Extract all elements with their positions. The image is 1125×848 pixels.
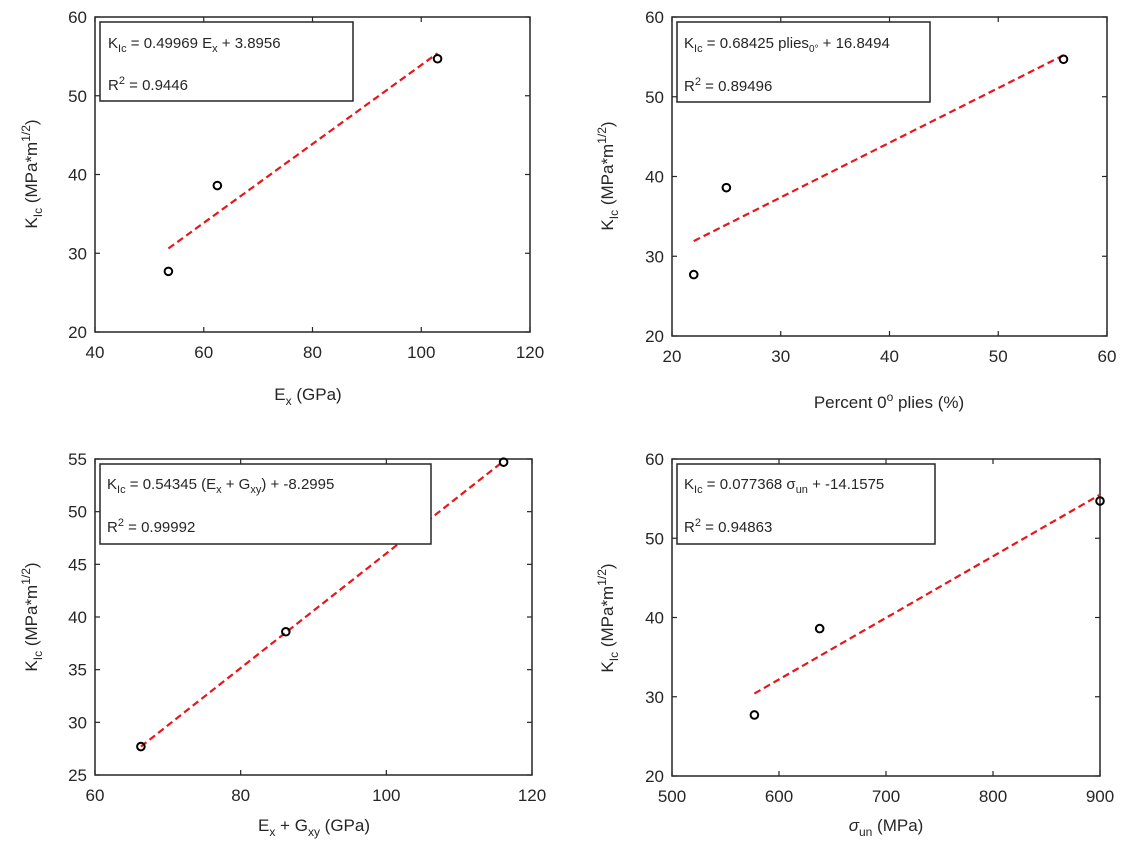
data-point (688, 269, 699, 280)
data-points-group (688, 54, 1069, 280)
r-squared-line: R2 = 0.99992 (107, 517, 195, 536)
x-tick-label: 600 (765, 787, 793, 806)
data-point (1095, 496, 1105, 506)
data-point (749, 710, 760, 720)
equation-box: KIc = 0.49969 Ex + 3.8956 R2 = 0.9446 (99, 21, 354, 102)
data-point (1058, 54, 1069, 65)
panel-ex-gxy: 60 80 100 120 25 30 35 40 45 50 55 KIc = 0.54345 … (19, 450, 546, 839)
data-point (498, 457, 509, 467)
x-tick-label: 900 (1086, 787, 1114, 806)
x-tick-label: 30 (771, 347, 790, 366)
y-tick-label: 20 (645, 767, 664, 786)
equation-line: KIc = 0.49969 Ex + 3.8956 (108, 35, 281, 55)
equation-box: KIc = 0.077368 σun + -14.1575 R2 = 0.948… (676, 463, 936, 545)
x-tick-label: 100 (372, 786, 400, 805)
x-tick-labels: 40 60 80 100 120 (86, 17, 544, 362)
data-point (814, 623, 825, 634)
y-tick-label: 55 (68, 450, 87, 469)
data-point (281, 626, 291, 637)
data-points-group (163, 53, 443, 277)
y-tick-label: 30 (68, 713, 87, 732)
x-tick-label: 700 (872, 787, 900, 806)
y-tick-label: 40 (645, 609, 664, 628)
equation-box: KIc = 0.68425 plies0° + 16.8494 R2 = 0.8… (676, 21, 931, 103)
y-tick-label: 20 (645, 327, 664, 346)
panel-sigma-un: 500 600 700 800 900 20 30 40 50 60 KIc = 0.07736… (595, 450, 1114, 839)
y-tick-labels: 20 30 40 50 60 (68, 8, 530, 342)
equation-line: KIc = 0.68425 plies0° + 16.8494 (684, 35, 890, 55)
x-axis-label: σun (MPa) (849, 816, 924, 839)
equation-line: KIc = 0.54345 (Ex + Gxy) + -8.2995 (107, 476, 334, 496)
y-tick-label: 40 (68, 608, 87, 627)
y-tick-label: 45 (68, 555, 87, 574)
y-tick-labels: 20 30 40 50 60 (645, 8, 1107, 346)
x-tick-label: 50 (989, 347, 1008, 366)
fit-line-group (167, 52, 439, 250)
data-points-group (136, 457, 509, 752)
fit-line (753, 493, 1101, 695)
fit-line (167, 52, 439, 250)
fit-line-group (753, 493, 1101, 695)
r-squared-line: R2 = 0.89496 (684, 76, 772, 95)
y-tick-label: 25 (68, 766, 87, 785)
fit-line (693, 54, 1064, 243)
y-tick-label: 20 (68, 323, 87, 342)
data-point (136, 741, 146, 752)
x-tick-label: 40 (86, 343, 105, 362)
y-tick-labels: 20 30 40 50 60 (645, 450, 1100, 786)
y-tick-label: 60 (645, 8, 664, 27)
x-tick-label: 80 (231, 786, 250, 805)
x-tick-label: 60 (86, 786, 105, 805)
panel-ex: 40 60 80 100 120 20 30 40 50 60 KIc = 0.49969 Ex… (19, 8, 544, 408)
y-axis-label: KIc (MPa*m1/2) (19, 562, 45, 671)
x-tick-labels: 20 30 40 50 60 (663, 17, 1117, 366)
y-tick-label: 50 (68, 503, 87, 522)
data-point (721, 182, 732, 193)
x-tick-label: 120 (518, 786, 546, 805)
data-point (212, 180, 223, 191)
equation-box: KIc = 0.54345 (Ex + Gxy) + -8.2995 R2 = … (99, 463, 432, 545)
equation-line: KIc = 0.077368 σun + -14.1575 (684, 476, 884, 496)
data-points-group (749, 496, 1105, 720)
r-squared-line: R2 = 0.9446 (108, 75, 188, 94)
r-squared-line: R2 = 0.94863 (684, 517, 772, 536)
x-tick-label: 60 (194, 343, 213, 362)
y-tick-label: 40 (68, 166, 87, 185)
y-tick-label: 30 (68, 244, 87, 263)
y-axis-label: KIc (MPa*m1/2) (595, 121, 621, 230)
y-tick-labels: 25 30 35 40 45 50 55 (68, 450, 532, 785)
x-axis-label: Ex + Gxy (GPa) (258, 816, 370, 839)
x-tick-label: 20 (663, 347, 682, 366)
x-tick-label: 800 (979, 787, 1007, 806)
fit-line-group (693, 54, 1064, 243)
x-tick-labels: 60 80 100 120 (86, 459, 546, 805)
y-tick-label: 30 (645, 688, 664, 707)
y-axis-label: KIc (MPa*m1/2) (595, 563, 621, 672)
x-tick-labels: 500 600 700 800 900 (658, 459, 1114, 806)
x-tick-label: 40 (880, 347, 899, 366)
y-axis-label: KIc (MPa*m1/2) (19, 119, 45, 228)
data-point (432, 53, 443, 64)
y-tick-label: 40 (645, 168, 664, 187)
y-tick-label: 60 (68, 8, 87, 27)
x-tick-label: 500 (658, 787, 686, 806)
x-tick-label: 100 (407, 343, 435, 362)
x-axis-label: Ex (GPa) (274, 385, 341, 408)
panel-plies: 20 30 40 50 60 20 30 40 50 60 KIc = 0.68425 plie… (595, 8, 1116, 412)
y-tick-label: 50 (645, 88, 664, 107)
x-tick-label: 80 (303, 343, 322, 362)
x-tick-label: 60 (1098, 347, 1117, 366)
x-axis-label: Percent 0o plies (%) (814, 390, 964, 412)
data-point (163, 266, 174, 277)
x-tick-label: 120 (516, 343, 544, 362)
y-tick-label: 35 (68, 661, 87, 680)
y-tick-label: 60 (645, 450, 664, 469)
y-tick-label: 30 (645, 247, 664, 266)
y-tick-label: 50 (645, 529, 664, 548)
y-tick-label: 50 (68, 87, 87, 106)
